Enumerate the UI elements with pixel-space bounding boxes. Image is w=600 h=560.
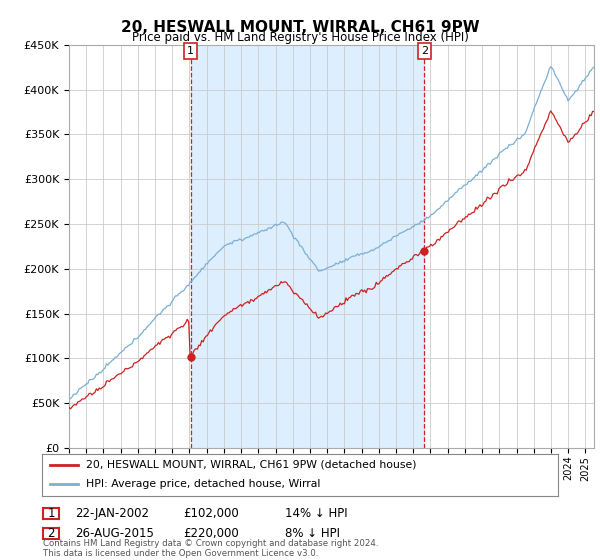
Text: 2: 2: [47, 526, 55, 540]
Text: 1: 1: [187, 46, 194, 56]
Text: £102,000: £102,000: [183, 507, 239, 520]
Text: 14% ↓ HPI: 14% ↓ HPI: [285, 507, 347, 520]
Text: 2: 2: [421, 46, 428, 56]
Text: £220,000: £220,000: [183, 526, 239, 540]
Text: HPI: Average price, detached house, Wirral: HPI: Average price, detached house, Wirr…: [86, 479, 320, 489]
Text: 20, HESWALL MOUNT, WIRRAL, CH61 9PW: 20, HESWALL MOUNT, WIRRAL, CH61 9PW: [121, 20, 479, 35]
Text: 8% ↓ HPI: 8% ↓ HPI: [285, 526, 340, 540]
Text: Price paid vs. HM Land Registry's House Price Index (HPI): Price paid vs. HM Land Registry's House …: [131, 31, 469, 44]
Text: 26-AUG-2015: 26-AUG-2015: [75, 526, 154, 540]
Text: 1: 1: [47, 507, 55, 520]
Text: Contains HM Land Registry data © Crown copyright and database right 2024.
This d: Contains HM Land Registry data © Crown c…: [43, 539, 379, 558]
Bar: [191, 45, 424, 448]
Text: 20, HESWALL MOUNT, WIRRAL, CH61 9PW (detached house): 20, HESWALL MOUNT, WIRRAL, CH61 9PW (det…: [86, 460, 416, 470]
Text: 22-JAN-2002: 22-JAN-2002: [75, 507, 149, 520]
